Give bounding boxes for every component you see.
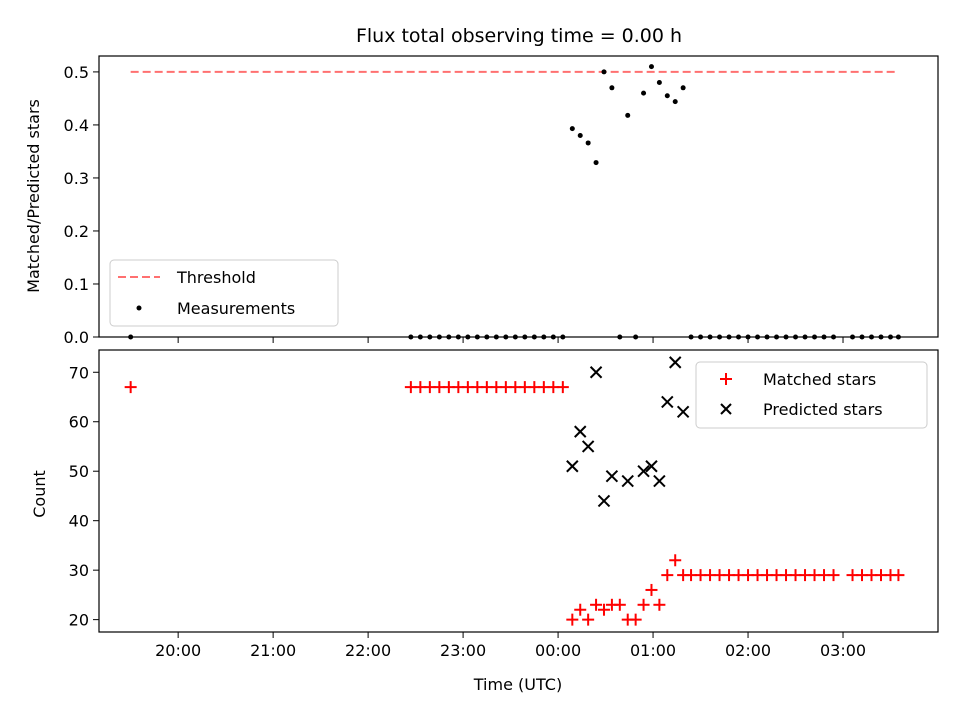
bottom-x-tick-label: 00:00: [535, 641, 581, 660]
bottom-x-axis-title: Time (UTC): [473, 675, 562, 694]
top-y-axis-title: Matched/Predicted stars: [24, 99, 43, 293]
bottom-x-tick-label: 21:00: [250, 641, 296, 660]
bottom-y-tick-label: 40: [69, 512, 89, 531]
top-y-tick-label: 0.5: [64, 63, 89, 82]
predicted-star-point: [597, 494, 611, 508]
measurement-point: [577, 133, 583, 139]
top-legend: Threshold Measurements: [109, 259, 339, 327]
top-y-tick-label: 0.3: [64, 169, 89, 188]
matched-star-point: [892, 569, 905, 582]
top-y-tick-label: 0.0: [64, 328, 89, 347]
measurement-point: [601, 69, 607, 75]
bottom-y-axis-title: Count: [30, 470, 49, 518]
legend-predicted-label: Predicted stars: [763, 400, 883, 419]
measurement-point: [569, 126, 575, 132]
matched-star-point: [645, 583, 658, 596]
predicted-star-point: [669, 356, 682, 369]
matched-star-point: [124, 381, 137, 394]
bottom-y-tick-label: 30: [69, 561, 89, 580]
bottom-y-tick-label: 20: [69, 611, 89, 630]
measurement-point: [625, 112, 631, 118]
bottom-x-tick-label: 20:00: [155, 641, 201, 660]
legend-matched-swatch: [720, 373, 732, 385]
predicted-star-point: [566, 460, 579, 473]
top-y-tick-label: 0.1: [64, 275, 89, 294]
measurement-point: [656, 80, 662, 86]
bottom-y-tick-label: 50: [69, 462, 89, 481]
measurement-point: [585, 140, 591, 146]
legend-measurements-label: Measurements: [177, 299, 295, 318]
top-legend-box: [109, 259, 339, 327]
bottom-axes-group: 20:00 21:00 22:00 23:00 00:00 01:00 02:00 03:00…: [69, 363, 866, 660]
legend-threshold-label: Threshold: [176, 268, 256, 287]
predicted-star-point: [574, 425, 587, 438]
predicted-star-point: [653, 474, 666, 488]
bottom-x-tick-label: 23:00: [440, 641, 486, 660]
measurement-point: [593, 160, 599, 166]
predicted-star-point: [661, 395, 674, 409]
matched-star-point: [629, 613, 642, 626]
bottom-x-tick-label: 03:00: [820, 641, 866, 660]
legend-measurements-swatch: [136, 305, 142, 311]
bottom-x-tick-label: 02:00: [725, 641, 771, 660]
bottom-legend: Matched stars Predicted stars: [695, 361, 928, 429]
matched-star-point: [582, 613, 595, 626]
predicted-star-point: [589, 366, 603, 379]
measurement-point: [664, 93, 670, 99]
legend-matched-label: Matched stars: [763, 370, 876, 389]
matched-star-point: [574, 603, 587, 616]
bottom-plot-data-layer: [124, 356, 905, 626]
top-axes-group: 0.0 0.1 0.2 0.3 0.4 0.5: [64, 63, 844, 347]
bottom-y-tick-label: 60: [69, 413, 89, 432]
top-y-tick-label: 0.4: [64, 116, 89, 135]
matched-star-point: [556, 381, 569, 394]
measurement-point: [680, 85, 686, 91]
measurement-point: [641, 90, 647, 96]
top-chart-title: Flux total observing time = 0.00 h: [356, 25, 682, 47]
matched-star-point: [637, 598, 650, 611]
bottom-x-tick-label: 22:00: [345, 641, 391, 660]
matched-star-point: [613, 598, 626, 611]
measurement-point: [648, 64, 654, 70]
matched-star-point: [653, 598, 666, 611]
predicted-star-point: [621, 474, 634, 488]
measurement-point: [609, 85, 615, 91]
matched-star-point: [661, 569, 674, 582]
bottom-legend-box: [695, 361, 928, 429]
matched-star-point: [566, 613, 579, 626]
matched-star-point: [590, 598, 603, 611]
matched-star-point: [597, 603, 610, 616]
predicted-star-point: [637, 465, 650, 478]
predicted-star-point: [605, 469, 619, 483]
top-y-tick-label: 0.2: [64, 222, 89, 241]
legend-predicted-swatch: [720, 403, 732, 415]
matched-star-point: [669, 554, 682, 567]
matched-star-point: [827, 569, 840, 582]
top-plot-frame: [98, 55, 939, 338]
bottom-y-tick-label: 70: [69, 363, 89, 382]
measurement-point: [672, 99, 678, 105]
predicted-star-point: [676, 405, 690, 419]
bottom-plot-frame: [98, 349, 939, 633]
bottom-x-tick-label: 01:00: [630, 641, 676, 660]
predicted-star-point: [581, 440, 595, 453]
predicted-star-point: [645, 460, 658, 473]
